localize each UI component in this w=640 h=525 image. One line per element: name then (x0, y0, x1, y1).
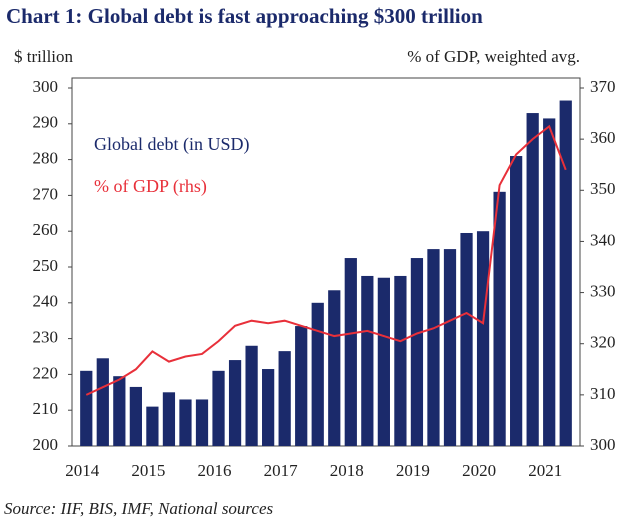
bar (559, 100, 572, 446)
y2-tick-label: 340 (590, 230, 616, 249)
bar (377, 277, 390, 446)
x-tick-label: 2019 (396, 461, 430, 480)
y2-tick-label: 300 (590, 435, 616, 454)
y-tick-label: 270 (33, 184, 59, 203)
bar (278, 351, 291, 446)
y2-tick-label: 310 (590, 384, 616, 403)
y-tick-label: 300 (33, 77, 59, 96)
bar (195, 399, 209, 446)
bar (328, 290, 341, 446)
bar (493, 191, 506, 446)
y-tick-label: 260 (33, 220, 59, 239)
bar (146, 406, 159, 446)
plot-frame (71, 77, 581, 447)
y2-tick-label: 330 (590, 281, 616, 300)
y-tick-label: 240 (33, 292, 59, 311)
bar (361, 275, 374, 446)
bar (460, 232, 473, 446)
y2-tick-label: 360 (590, 128, 616, 147)
y-tick-label: 210 (33, 399, 59, 418)
y-tick-label: 220 (33, 363, 59, 382)
x-tick-label: 2020 (462, 461, 496, 480)
legend-entry: % of GDP (rhs) (94, 176, 207, 197)
x-tick-label: 2016 (198, 461, 232, 480)
bar (311, 302, 324, 446)
bar (526, 113, 539, 446)
x-tick-label: 2017 (264, 461, 299, 480)
y-axis-label: $ trillion (14, 47, 74, 66)
y2-tick-label: 350 (590, 179, 616, 198)
bar (262, 369, 275, 446)
bar (162, 392, 176, 446)
y-tick-label: 250 (33, 256, 59, 275)
bar (510, 156, 523, 446)
x-tick-label: 2021 (528, 461, 562, 480)
bar (113, 376, 126, 446)
y-tick-label: 290 (33, 113, 59, 132)
y-tick-label: 230 (33, 328, 59, 347)
bar (543, 118, 556, 447)
y2-tick-label: 370 (590, 77, 616, 96)
legend-entry: Global debt (in USD) (94, 134, 249, 155)
y2-tick-label: 320 (590, 333, 616, 352)
chart-title: Chart 1: Global debt is fast approaching… (6, 4, 483, 28)
bar (96, 358, 109, 446)
bar (427, 249, 440, 446)
bar (410, 258, 424, 446)
line (85, 124, 567, 396)
bar (344, 258, 357, 446)
bar (228, 360, 242, 446)
y-tick-label: 280 (33, 149, 59, 168)
source: Source: IIF, BIS, IMF, National sources (4, 499, 274, 518)
y-tick-label: 200 (33, 435, 59, 454)
x-tick-label: 2014 (65, 461, 100, 480)
x-tick-label: 2018 (330, 461, 364, 480)
bar (245, 345, 258, 446)
bar (394, 275, 407, 446)
bar (80, 370, 93, 446)
bar (476, 231, 490, 446)
bar (179, 399, 192, 446)
bar (129, 386, 142, 446)
bar (212, 370, 225, 446)
y2-axis-label: % of GDP, weighted avg. (407, 47, 580, 66)
x-tick-label: 2015 (131, 461, 165, 480)
bar (295, 326, 308, 446)
bar (443, 249, 457, 446)
